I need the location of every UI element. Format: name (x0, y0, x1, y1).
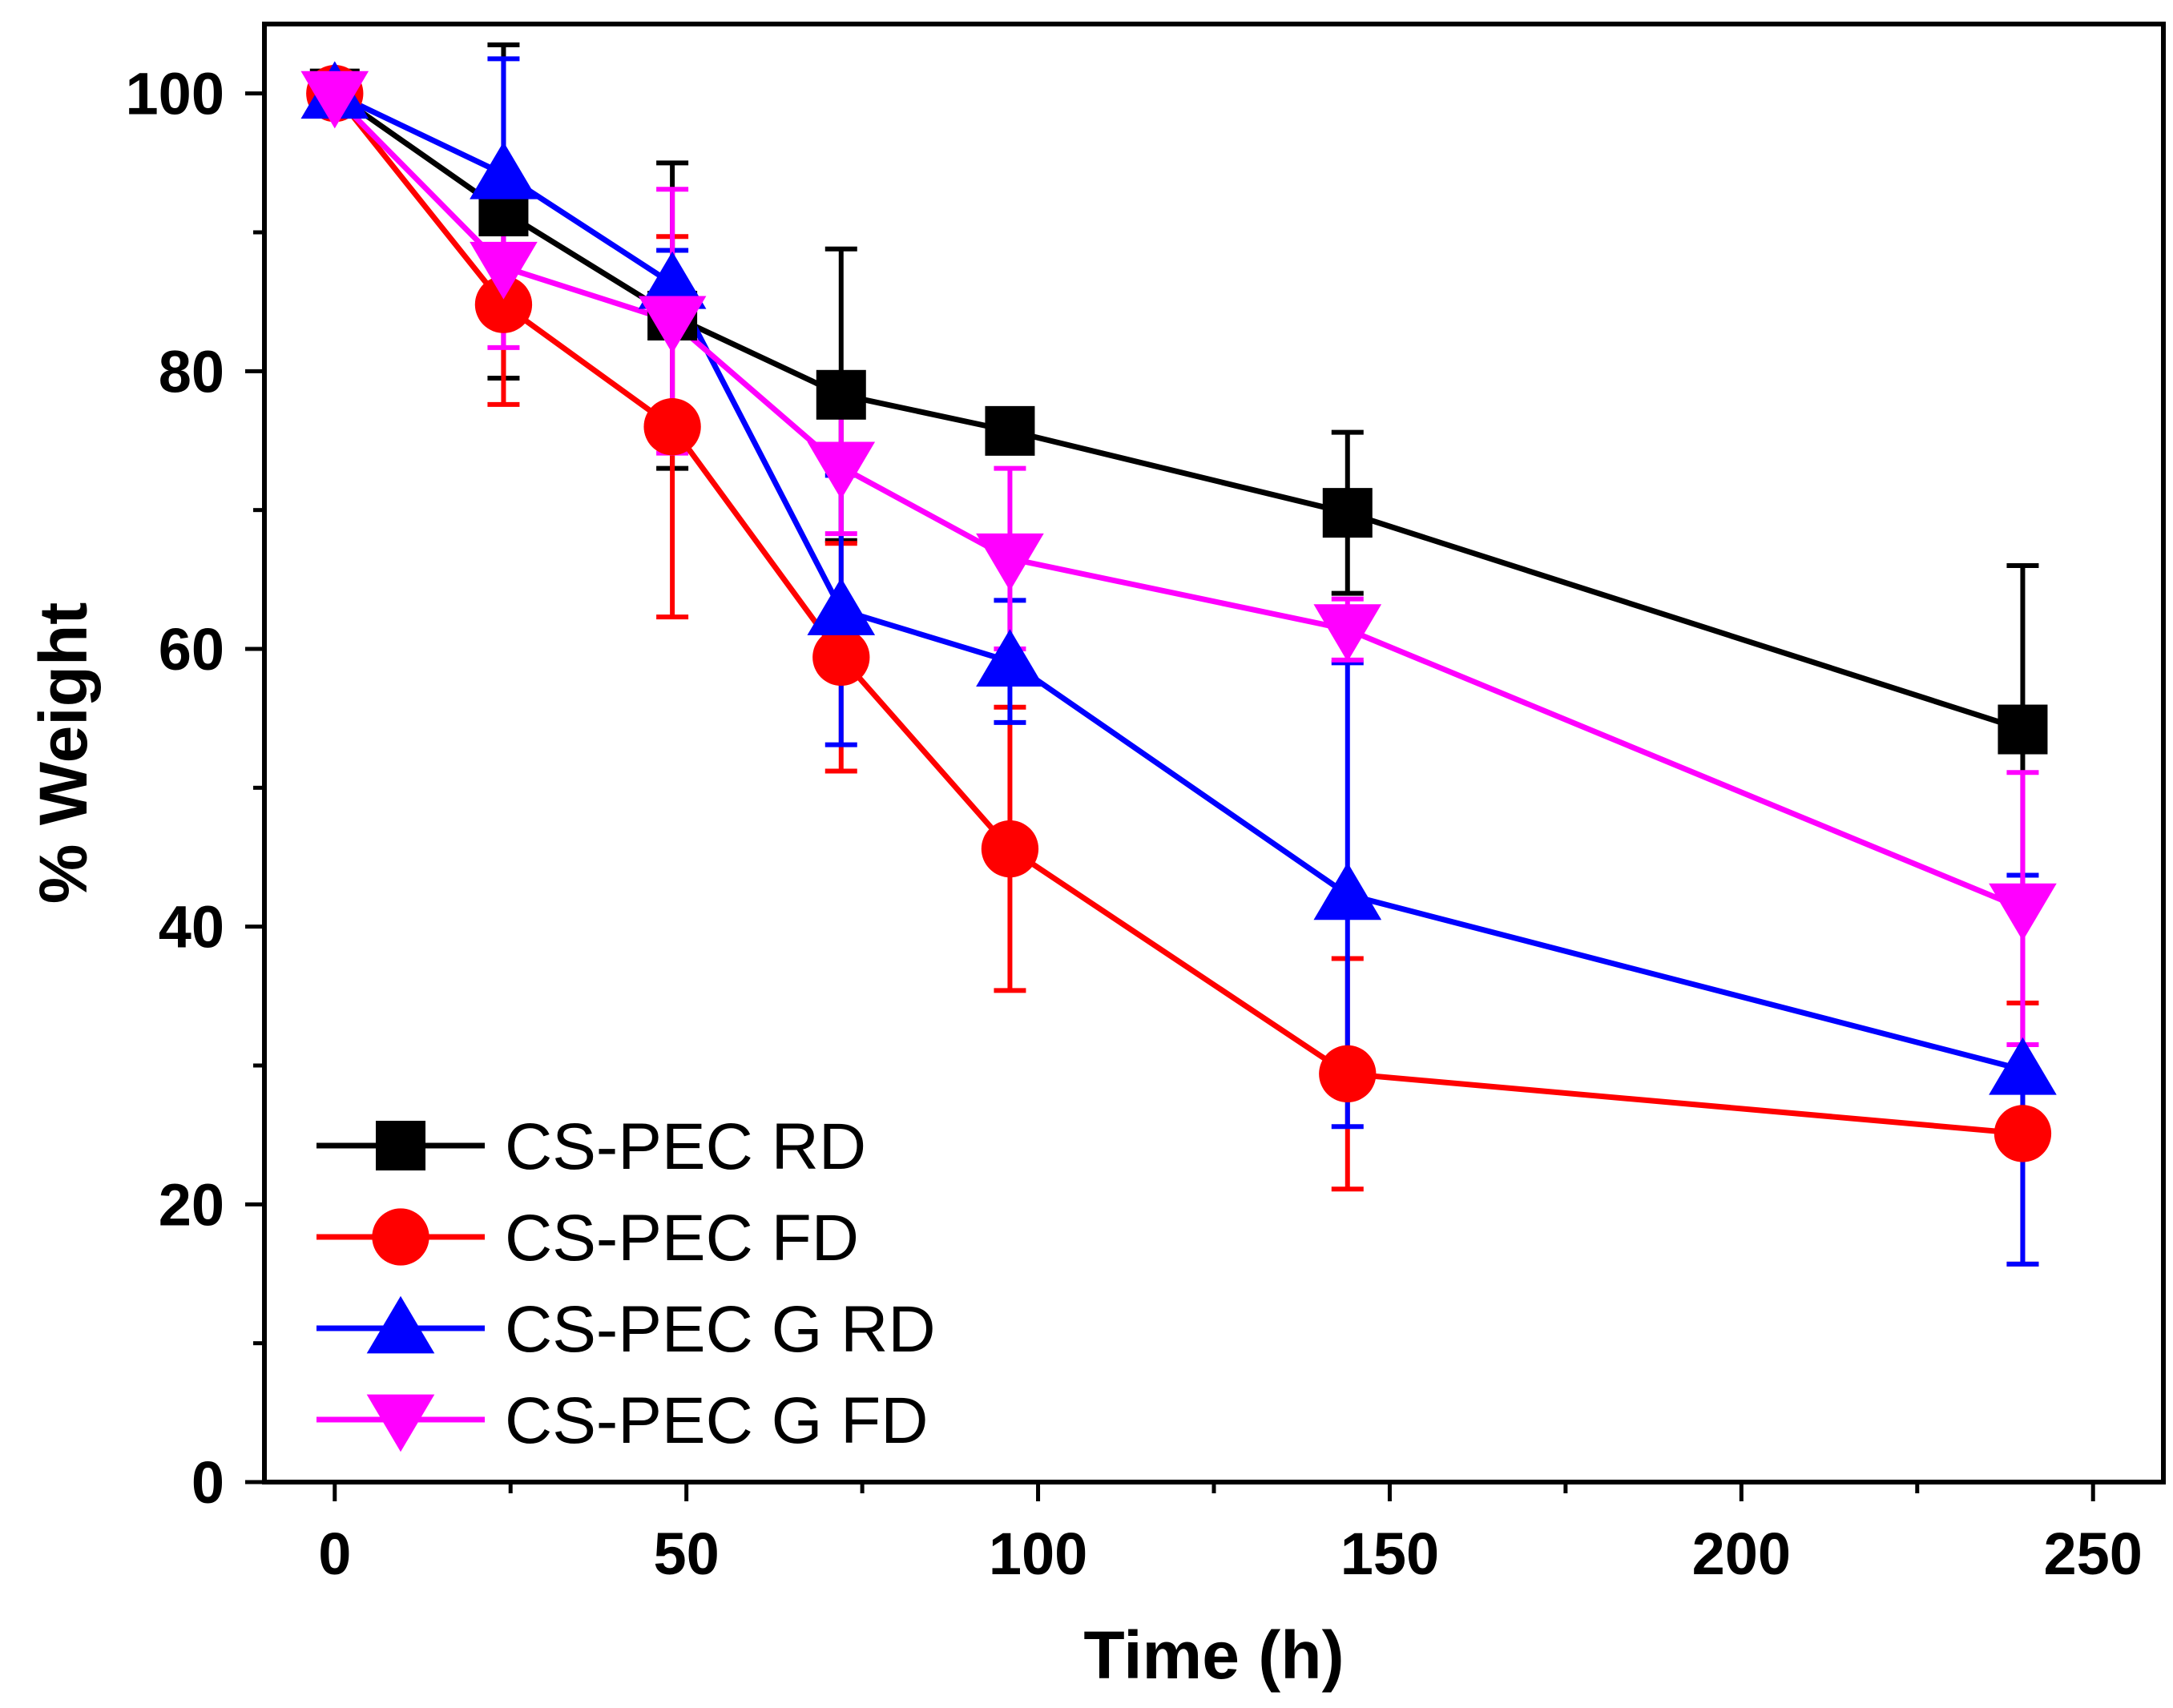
data-point-cs-pec-fd-5 (1319, 1045, 1377, 1103)
data-point-cs-pec-fd-3 (812, 628, 870, 687)
legend-marker-cs-pec-fd (372, 1208, 429, 1266)
legend-item-cs-pec-rd: CS-PEC RD (316, 1110, 866, 1183)
legend-item-cs-pec-g-rd: CS-PEC G RD (316, 1293, 936, 1366)
series-line-cs-pec-g-rd (333, 91, 2024, 1073)
x-tick-label-0: 0 (318, 1521, 351, 1587)
y-tick-label-80: 80 (159, 338, 224, 405)
legend-label-cs-pec-fd: CS-PEC FD (505, 1202, 859, 1275)
legend-marker-cs-pec-g-rd (366, 1295, 435, 1354)
series-line-cs-pec-g-fd (333, 94, 2024, 912)
legend-label-cs-pec-g-fd: CS-PEC G FD (505, 1384, 928, 1457)
data-point-cs-pec-rd-6 (1998, 704, 2048, 755)
legend-label-cs-pec-rd: CS-PEC RD (505, 1110, 866, 1183)
data-point-cs-pec-fd-1 (474, 276, 533, 333)
legend-item-cs-pec-fd: CS-PEC FD (316, 1202, 859, 1275)
y-tick-label-60: 60 (159, 616, 224, 683)
data-point-cs-pec-fd-4 (981, 820, 1039, 878)
data-point-cs-pec-rd-4 (985, 405, 1035, 456)
data-point-cs-pec-g-fd-4 (976, 533, 1044, 591)
x-axis-title: Time (h) (1083, 1617, 1344, 1693)
legend: CS-PEC RD CS-PEC FD CS-PEC G RD CS-PEC G FD (316, 1110, 936, 1457)
axes-layer: 0 50 100 150 200 250 0 20 40 60 80 100 (126, 22, 2166, 1587)
x-tick-label-50: 50 (654, 1521, 720, 1587)
data-point-cs-pec-g-rd-3 (807, 578, 876, 635)
markers-layer (300, 61, 2057, 1162)
data-point-cs-pec-g-rd-2 (638, 251, 707, 309)
data-point-cs-pec-fd-6 (1994, 1105, 2052, 1162)
series-line-cs-pec-fd (333, 91, 2023, 1137)
y-tick-label-40: 40 (159, 894, 224, 961)
data-point-cs-pec-g-rd-4 (976, 629, 1044, 687)
data-point-cs-pec-fd-2 (643, 398, 701, 456)
x-tick-label-250: 250 (2043, 1521, 2142, 1587)
data-point-cs-pec-g-rd-5 (1313, 862, 1382, 920)
data-point-cs-pec-g-fd-2 (638, 296, 707, 354)
data-point-cs-pec-rd-3 (816, 369, 866, 420)
series-line-cs-pec-rd (333, 91, 2024, 732)
series-lines-layer (333, 91, 2024, 1137)
y-tick-label-100: 100 (126, 61, 224, 127)
data-point-cs-pec-g-fd-5 (1313, 604, 1382, 663)
y-tick-label-0: 0 (191, 1449, 224, 1516)
data-point-cs-pec-rd-5 (1322, 488, 1373, 538)
y-axis-title: % Weight (26, 602, 101, 904)
x-tick-label-150: 150 (1340, 1521, 1439, 1587)
x-tick-label-200: 200 (1692, 1521, 1791, 1587)
legend-label-cs-pec-g-rd: CS-PEC G RD (505, 1293, 936, 1366)
x-tick-label-100: 100 (989, 1521, 1087, 1587)
legend-item-cs-pec-g-fd: CS-PEC G FD (316, 1384, 928, 1457)
data-point-cs-pec-g-rd-1 (470, 141, 538, 199)
y-tick-label-20: 20 (159, 1171, 224, 1238)
legend-marker-cs-pec-g-fd (366, 1394, 435, 1452)
legend-marker-cs-pec-rd (376, 1121, 425, 1170)
data-point-cs-pec-g-rd-6 (1989, 1037, 2057, 1095)
data-point-cs-pec-g-fd-0 (300, 70, 369, 129)
data-point-cs-pec-g-fd-6 (1989, 883, 2057, 941)
data-point-cs-pec-g-fd-1 (470, 241, 538, 300)
data-point-cs-pec-g-fd-3 (807, 441, 876, 500)
